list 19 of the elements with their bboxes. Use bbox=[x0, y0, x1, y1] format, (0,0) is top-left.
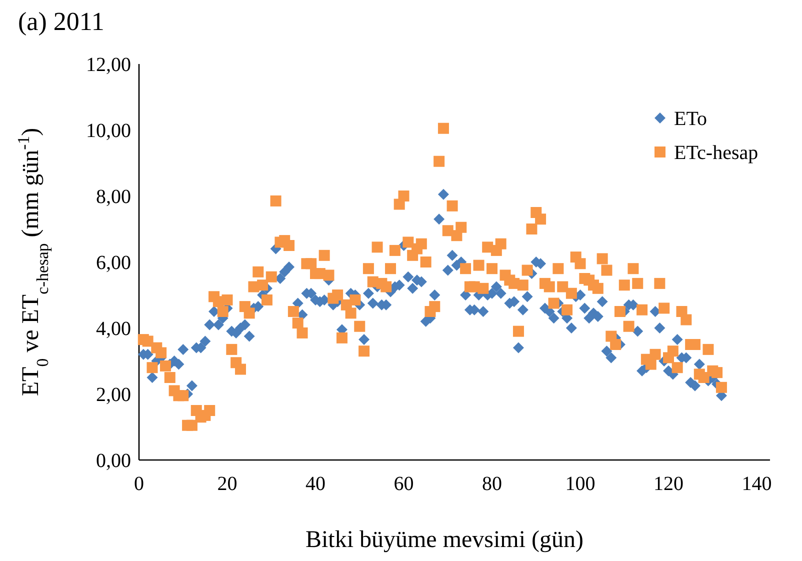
legend-label: ETo bbox=[674, 108, 708, 130]
x-tick-label: 80 bbox=[482, 473, 502, 495]
y-tick-label: 4,00 bbox=[96, 318, 131, 340]
x-tick-label: 100 bbox=[565, 473, 596, 495]
x-tick-label: 40 bbox=[306, 473, 326, 495]
x-tick-label: 140 bbox=[742, 473, 772, 495]
x-tick-label: 60 bbox=[394, 473, 414, 495]
x-tick-label: 120 bbox=[654, 473, 684, 495]
x-axis-title: Bitki büyüme mevsimi (gün) bbox=[306, 527, 584, 553]
y-tick-label: 0,00 bbox=[96, 450, 131, 472]
chart-title: (a) 2011 bbox=[18, 7, 104, 36]
x-tick-label: 0 bbox=[134, 473, 144, 495]
legend-label: ETc-hesap bbox=[674, 142, 758, 164]
x-tick-label: 20 bbox=[217, 473, 238, 495]
y-tick-label: 2,00 bbox=[96, 384, 131, 406]
y-tick-label: 12,00 bbox=[86, 54, 131, 76]
y-tick-label: 6,00 bbox=[96, 252, 131, 274]
y-tick-label: 8,00 bbox=[96, 186, 131, 208]
y-tick-label: 10,00 bbox=[86, 120, 131, 142]
